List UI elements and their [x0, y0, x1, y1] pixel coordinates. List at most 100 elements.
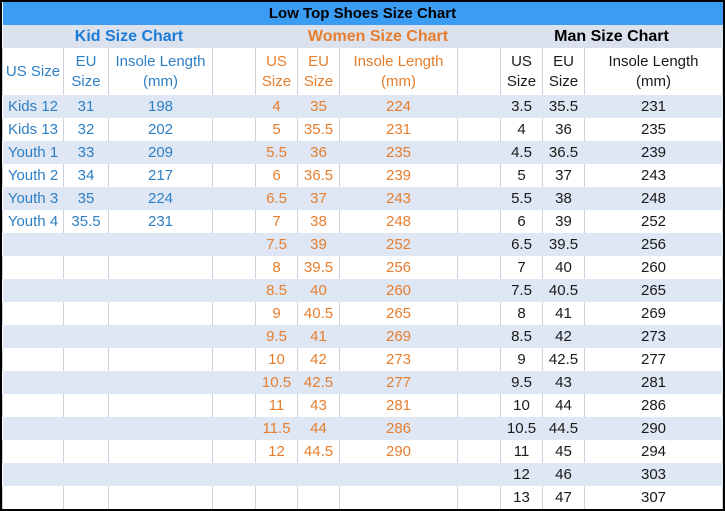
women-cell: 35.5 [297, 118, 340, 141]
kid-cell: 224 [108, 187, 213, 210]
table-row: 10 42 273 9 42.5 277 [2, 348, 723, 371]
women-cell [339, 486, 458, 509]
man-cell: 37 [542, 164, 585, 187]
kid-cell [108, 325, 213, 348]
man-cell: 42.5 [542, 348, 585, 371]
spacer-cell [212, 279, 256, 302]
man-cell: 10 [500, 394, 543, 417]
kid-cell [108, 256, 213, 279]
man-cell: 8.5 [500, 325, 543, 348]
man-cell: 6 [500, 210, 543, 233]
women-cell: 281 [339, 394, 458, 417]
col-header-man-us-size: US Size [500, 48, 543, 95]
spacer-cell [212, 187, 256, 210]
women-cell: 235 [339, 141, 458, 164]
spacer-cell [212, 141, 256, 164]
spacer-cell [212, 210, 256, 233]
kid-cell [108, 279, 213, 302]
kid-cell [63, 371, 109, 394]
women-cell: 40.5 [297, 302, 340, 325]
spacer-cell [212, 302, 256, 325]
kid-cell [108, 394, 213, 417]
col-header-man-insole-length: Insole Length (mm) [584, 48, 723, 95]
col-header-label: (mm) [636, 72, 671, 90]
table-row: 11 43 281 10 44 286 [2, 394, 723, 417]
women-cell: 4 [255, 95, 298, 118]
col-header-label: US [511, 53, 532, 70]
spacer-cell [457, 233, 501, 256]
col-header-label: Size [303, 72, 334, 90]
table-row: 9.5 41 269 8.5 42 273 [2, 325, 723, 348]
man-cell: 39 [542, 210, 585, 233]
spacer-cell [457, 187, 501, 210]
women-cell: 37 [297, 187, 340, 210]
man-cell: 239 [584, 141, 723, 164]
man-cell: 3.5 [500, 95, 543, 118]
man-cell: 286 [584, 394, 723, 417]
col-header-label: EU [75, 53, 97, 70]
women-cell: 286 [339, 417, 458, 440]
women-cell: 5 [255, 118, 298, 141]
kid-cell [63, 233, 109, 256]
title-bar: Low Top Shoes Size Chart [2, 2, 723, 25]
man-cell: 294 [584, 440, 723, 463]
women-cell: 11 [255, 394, 298, 417]
kid-cell [2, 486, 64, 509]
women-cell: 269 [339, 325, 458, 348]
size-table-body: Kids 12 31 198 4 35 224 3.5 35.5 231 Kids 13 32 202… [2, 95, 723, 509]
spacer-cell [457, 394, 501, 417]
spacer-cell [457, 256, 501, 279]
man-cell: 252 [584, 210, 723, 233]
women-cell: 239 [339, 164, 458, 187]
page-title: Low Top Shoes Size Chart [2, 2, 723, 25]
man-cell: 4.5 [500, 141, 543, 164]
man-cell: 44.5 [542, 417, 585, 440]
spacer-cell [457, 48, 501, 95]
kid-cell [63, 417, 109, 440]
kid-cell: 34 [63, 164, 109, 187]
spacer-cell [457, 118, 501, 141]
women-cell: 9 [255, 302, 298, 325]
man-cell: 9.5 [500, 371, 543, 394]
kid-cell [63, 256, 109, 279]
kid-cell [63, 394, 109, 417]
col-header-label: Size [506, 72, 537, 90]
kid-cell [108, 371, 213, 394]
man-cell: 10.5 [500, 417, 543, 440]
col-header-label: Size [71, 72, 101, 90]
spacer-cell [457, 95, 501, 118]
spacer-cell [457, 302, 501, 325]
kid-cell [63, 325, 109, 348]
man-cell: 243 [584, 164, 723, 187]
spacer-cell [457, 141, 501, 164]
col-header-label: Size [548, 72, 579, 90]
kid-cell [108, 348, 213, 371]
col-header-label: EU [553, 53, 574, 70]
spacer-cell [457, 325, 501, 348]
women-cell: 8 [255, 256, 298, 279]
table-row: Youth 2 34 217 6 36.5 239 5 37 243 [2, 164, 723, 187]
col-header-kid-us-size: US Size [2, 48, 64, 95]
table-row: 9 40.5 265 8 41 269 [2, 302, 723, 325]
spacer-cell [212, 371, 256, 394]
kid-cell [2, 371, 64, 394]
col-header-label: Insole Length [115, 53, 206, 70]
man-cell: 36 [542, 118, 585, 141]
kid-cell: 202 [108, 118, 213, 141]
women-cell: 11.5 [255, 417, 298, 440]
table-row: Youth 3 35 224 6.5 37 243 5.5 38 248 [2, 187, 723, 210]
women-cell: 9.5 [255, 325, 298, 348]
kid-cell: 31 [63, 95, 109, 118]
col-header-man-eu-size: EU Size [542, 48, 585, 95]
table-row: Kids 12 31 198 4 35 224 3.5 35.5 231 [2, 95, 723, 118]
kid-cell [63, 463, 109, 486]
women-cell: 12 [255, 440, 298, 463]
spacer-cell [457, 164, 501, 187]
col-header-label: Size [261, 72, 292, 90]
kid-cell [63, 348, 109, 371]
man-cell: 46 [542, 463, 585, 486]
spacer-cell [457, 348, 501, 371]
col-header-label: (mm) [381, 72, 416, 90]
table-row: 12 44.5 290 11 45 294 [2, 440, 723, 463]
col-header-label: Insole Length [353, 53, 444, 70]
